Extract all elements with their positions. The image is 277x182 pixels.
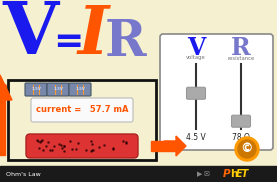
Text: voltage: voltage — [186, 56, 206, 60]
Text: 1.5V: 1.5V — [31, 88, 41, 92]
FancyBboxPatch shape — [31, 98, 133, 122]
Bar — [8, 80, 156, 160]
Text: V: V — [2, 0, 58, 70]
Text: 78 Ω: 78 Ω — [232, 134, 250, 143]
FancyBboxPatch shape — [25, 83, 47, 96]
FancyBboxPatch shape — [232, 115, 250, 127]
Text: V: V — [187, 36, 205, 60]
Text: ✉: ✉ — [204, 171, 210, 177]
Text: 1.5V: 1.5V — [75, 88, 85, 92]
Polygon shape — [0, 85, 5, 155]
Circle shape — [238, 140, 256, 158]
Text: 1.5V: 1.5V — [53, 88, 63, 92]
FancyBboxPatch shape — [26, 134, 138, 158]
Text: ©: © — [241, 143, 253, 155]
Polygon shape — [164, 136, 186, 156]
Circle shape — [235, 137, 259, 161]
Text: =: = — [53, 25, 83, 59]
Text: R: R — [104, 17, 146, 66]
Text: ET: ET — [236, 169, 249, 179]
Polygon shape — [0, 75, 12, 100]
Text: R: R — [231, 36, 251, 60]
Text: Ohm's Law: Ohm's Law — [6, 171, 41, 177]
Text: I: I — [78, 3, 109, 68]
FancyBboxPatch shape — [69, 83, 91, 96]
Text: 4.5 V: 4.5 V — [186, 134, 206, 143]
Text: ▶: ▶ — [197, 171, 202, 177]
Text: resistance: resistance — [227, 56, 255, 60]
Bar — [0, 166, 277, 182]
Text: current =   57.7 mA: current = 57.7 mA — [36, 106, 128, 114]
Text: P: P — [223, 169, 231, 179]
FancyBboxPatch shape — [160, 34, 273, 150]
Polygon shape — [151, 141, 176, 151]
Text: h: h — [230, 169, 237, 179]
FancyBboxPatch shape — [186, 87, 206, 99]
FancyBboxPatch shape — [47, 83, 69, 96]
